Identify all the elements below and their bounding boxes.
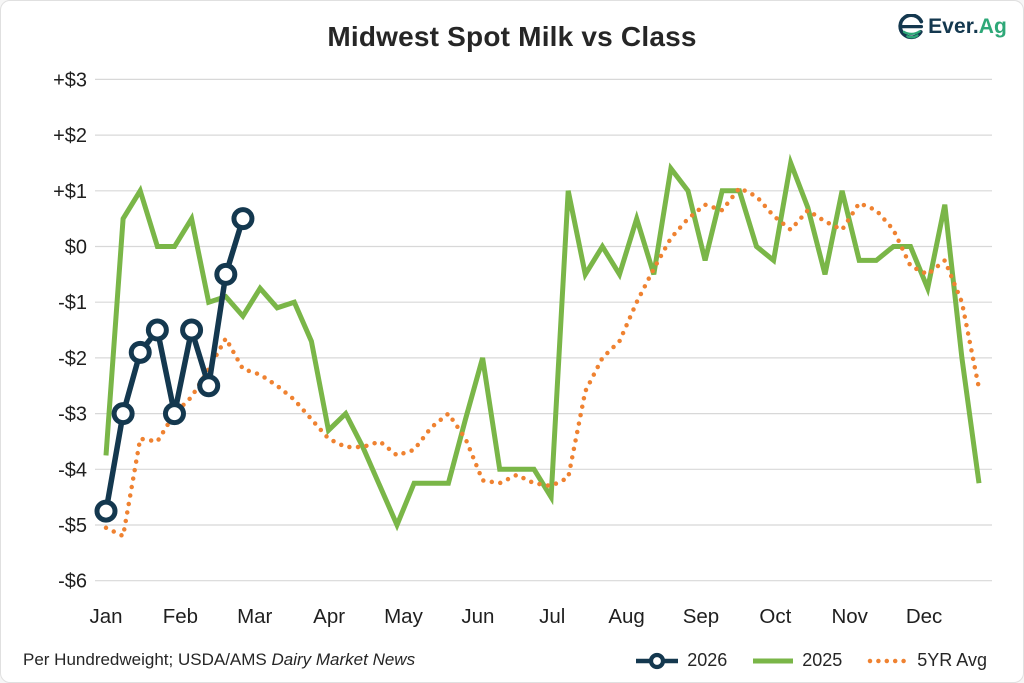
source-note: Per Hundredweight; USDA/AMS Dairy Market… [23, 650, 415, 670]
legend-item-2026: 2026 [634, 650, 727, 671]
series-2026 [94, 207, 255, 523]
page-title: Midwest Spot Milk vs Class [327, 21, 697, 52]
brand-text-secondary: Ag [978, 15, 1007, 38]
svg-text:Apr: Apr [313, 605, 345, 628]
ever-ag-logo-icon [898, 14, 924, 40]
series-2025 [103, 153, 982, 532]
svg-text:$0: $0 [65, 237, 87, 259]
svg-text:Oct: Oct [759, 605, 791, 628]
svg-text:Jul: Jul [539, 605, 565, 628]
svg-text:-$3: -$3 [58, 404, 87, 426]
svg-text:Sep: Sep [683, 605, 719, 628]
svg-text:-$1: -$1 [58, 292, 87, 314]
svg-text:Aug: Aug [608, 605, 644, 628]
legend-label: 2025 [802, 650, 843, 670]
legend-solid-line-swatch [753, 658, 794, 663]
brand-text-primary: Ever. [928, 15, 979, 38]
legend-line-marker-swatch [636, 652, 679, 669]
svg-text:Dec: Dec [906, 605, 942, 628]
legend-label: 5YR Avg [917, 650, 987, 670]
svg-text:Nov: Nov [831, 605, 868, 628]
svg-text:Jun: Jun [461, 605, 494, 628]
gridlines [95, 78, 992, 582]
legend-item-2025: 2025 [751, 650, 842, 671]
svg-text:-$4: -$4 [58, 459, 87, 481]
legend-label: 2026 [687, 650, 728, 670]
ever-ag-logo: Ever. Ag [898, 14, 1007, 40]
brand-wordmark: Ever. Ag [928, 15, 1007, 39]
svg-text:-$5: -$5 [58, 515, 87, 537]
source-text: Per Hundredweight; USDA/AMS [23, 650, 272, 669]
svg-text:Feb: Feb [163, 605, 198, 628]
legend-item-5yr-avg: 5YR Avg [866, 650, 987, 671]
legend-dotted-line-swatch [868, 658, 911, 663]
svg-text:Mar: Mar [237, 605, 272, 628]
svg-text:Jan: Jan [89, 605, 122, 628]
chart-legend: 2026 2025 5YR Avg [634, 650, 987, 671]
x-axis-month-labels: Jan Feb Mar Apr May Jun Jul Aug Sep Oct Nov Dec [89, 605, 942, 628]
svg-text:+$1: +$1 [53, 181, 87, 203]
svg-text:-$6: -$6 [58, 571, 87, 593]
svg-text:+$2: +$2 [53, 125, 87, 147]
svg-text:May: May [384, 605, 423, 628]
source-publication: Dairy Market News [271, 650, 416, 669]
svg-text:+$3: +$3 [53, 69, 87, 91]
svg-text:-$2: -$2 [58, 348, 87, 370]
y-axis-tick-labels: +$3 +$2 +$1 $0 -$1 -$2 -$3 -$4 -$5 -$6 [53, 69, 87, 592]
